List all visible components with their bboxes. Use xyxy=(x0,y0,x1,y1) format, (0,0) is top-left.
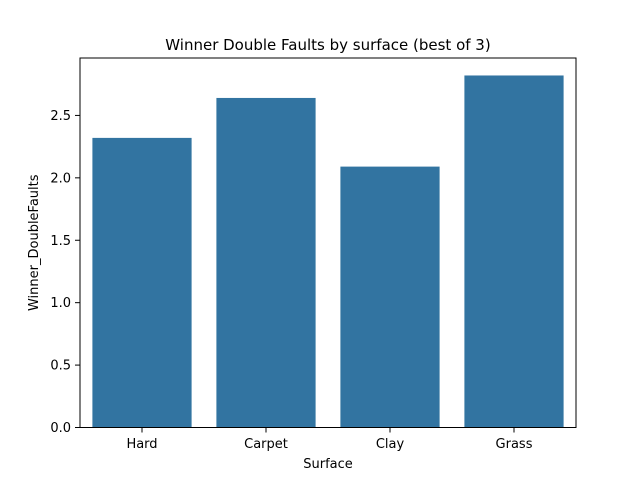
x-tick-label-clay: Clay xyxy=(376,437,405,452)
bar-hard xyxy=(92,137,192,428)
y-tick-label-0: 0.0 xyxy=(50,421,71,436)
y-tick-label-1: 0.5 xyxy=(50,359,71,374)
y-tick-label-5: 2.5 xyxy=(50,109,71,124)
x-tick-label-carpet: Carpet xyxy=(244,437,288,452)
y-tick-label-2: 1.0 xyxy=(50,296,71,311)
x-tick-label-grass: Grass xyxy=(496,437,533,452)
bar-grass xyxy=(464,75,564,428)
x-axis-label: Surface xyxy=(303,457,353,472)
chart-title: Winner Double Faults by surface (best of… xyxy=(165,36,490,54)
y-axis-label: Winner_DoubleFaults xyxy=(27,174,42,311)
bars-layer xyxy=(92,75,564,428)
bar-carpet xyxy=(216,97,316,428)
ticks-layer: Hard Carpet Clay Grass 0.0 0.5 1.0 1.5 2.0 2.5 xyxy=(50,109,532,452)
y-tick-label-3: 1.5 xyxy=(50,234,71,249)
y-tick-label-4: 2.0 xyxy=(50,171,71,186)
bar-clay xyxy=(340,166,440,428)
plot-frame xyxy=(79,57,577,428)
x-tick-label-hard: Hard xyxy=(126,437,157,452)
